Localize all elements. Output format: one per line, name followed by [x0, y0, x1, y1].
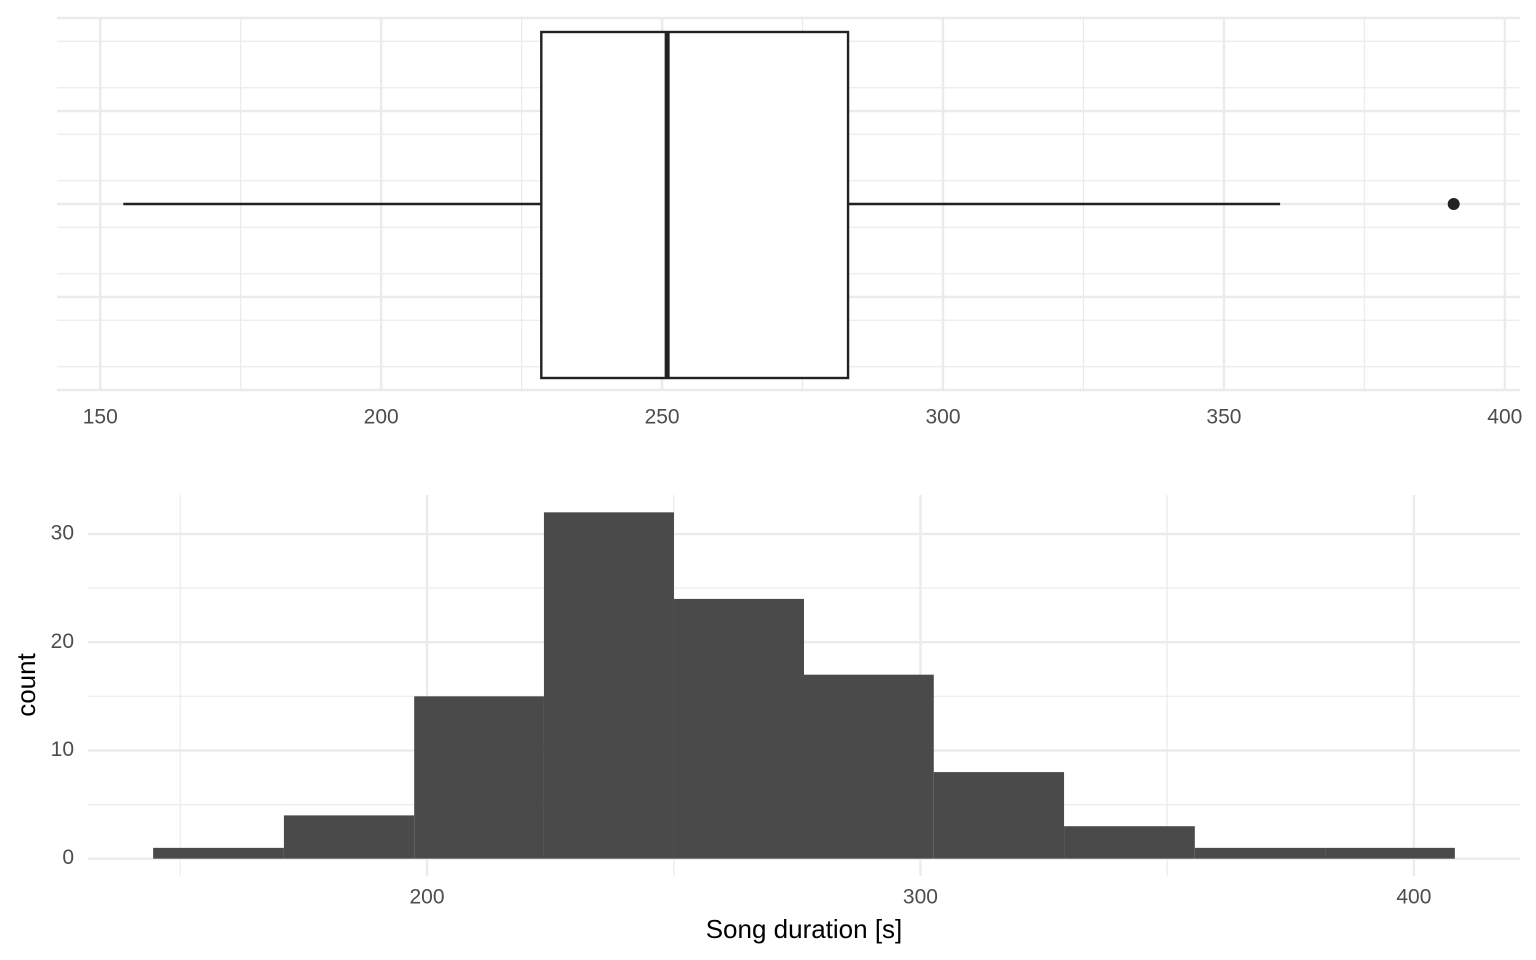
bar: [543, 512, 674, 859]
bar: [414, 696, 544, 859]
bar: [673, 598, 804, 859]
bar: [804, 674, 934, 859]
bar: [153, 847, 284, 859]
bar: [283, 815, 415, 859]
bar: [1194, 847, 1326, 859]
y-tick-label: 30: [51, 522, 74, 545]
x-tick-label: 400: [1487, 406, 1522, 429]
bar: [1325, 847, 1455, 859]
y-tick-label: 0: [62, 846, 74, 869]
x-tick-label: 200: [364, 406, 399, 429]
outlier: [1447, 198, 1460, 210]
x-tick-label: 200: [409, 886, 444, 909]
y-tick-label: 10: [51, 738, 74, 761]
box: [540, 30, 850, 380]
x-tick-label: 350: [1206, 406, 1241, 429]
bar: [1064, 826, 1195, 859]
bar: [933, 772, 1065, 859]
x-tick-label: 250: [645, 406, 680, 429]
y-tick-label: 20: [51, 630, 74, 653]
x-tick-label: 300: [925, 406, 960, 429]
x-tick-label: 150: [83, 406, 118, 429]
y-axis-label: count: [11, 652, 41, 716]
x-tick-label: 400: [1396, 886, 1431, 909]
x-tick-label: 300: [903, 886, 938, 909]
x-axis-label: Song duration [s]: [706, 914, 903, 944]
